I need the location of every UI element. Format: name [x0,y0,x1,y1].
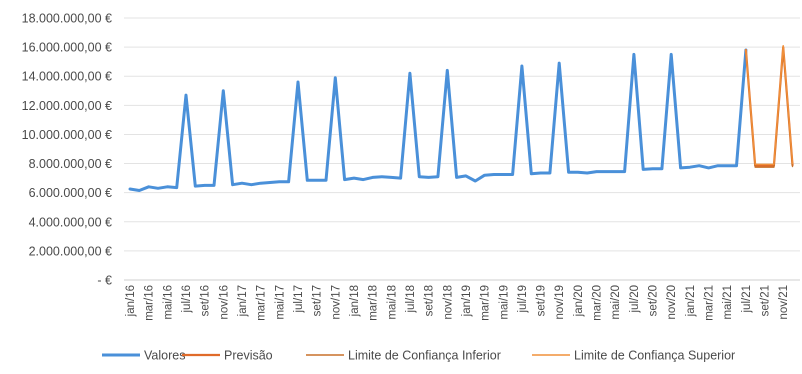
x-tick-label: mar/16 [144,285,156,321]
x-tick-label: jul/18 [405,285,417,314]
legend-label: Valores [144,349,185,363]
x-tick-label: set/19 [536,285,548,316]
x-tick-label: mai/19 [498,285,510,320]
x-tick-label: nov/16 [218,285,230,320]
x-tick-label: jan/20 [573,285,585,317]
y-tick-label: 12.000.000,00 € [22,99,112,113]
x-tick-label: jan/21 [685,285,697,317]
gridlines [124,17,800,252]
x-tick-label: nov/21 [778,285,790,320]
x-tick-label: mar/18 [368,285,380,321]
legend-label: Limite de Confiança Superior [574,349,735,363]
x-axis-ticks: jan/16 mar/16 mai/16 jul/16 set/16 nov/16 jan/… [125,285,790,321]
x-tick-label: jan/17 [237,285,249,317]
y-tick-label: 2.000.000,00 € [29,244,112,258]
y-tick-label: 10.000.000,00 € [22,128,112,142]
x-tick-label: mai/21 [722,285,734,320]
legend-label: Previsão [224,349,273,363]
y-axis-ticks: - € 2.000.000,00 € 4.000.000,00 € 6.000.000… [22,12,112,288]
x-tick-label: mar/19 [480,285,492,321]
x-tick-label: jul/17 [293,285,305,314]
x-tick-label: mar/20 [592,285,604,321]
x-tick-label: set/20 [648,285,660,316]
x-tick-label: jan/18 [349,285,361,317]
x-tick-label: nov/20 [666,285,678,320]
y-tick-label: 4.000.000,00 € [29,215,112,229]
x-tick-label: set/21 [760,285,772,316]
series-line-valores [128,48,748,192]
x-tick-label: set/17 [312,285,324,316]
y-tick-label: 16.000.000,00 € [22,41,112,55]
legend: Valores Previsão Limite de Confiança Infer… [102,349,735,363]
x-tick-label: mai/18 [386,285,398,320]
x-tick-label: nov/18 [442,285,454,320]
series-line-previsao [744,46,794,167]
series-line-limite-de-confianca-superior [745,45,794,165]
x-tick-label: jan/19 [461,285,473,317]
x-tick-label: mai/20 [610,285,622,320]
y-tick-label: 18.000.000,00 € [22,12,112,26]
series-lines [128,45,794,192]
x-tick-label: mai/17 [274,285,286,320]
x-tick-label: jul/16 [181,285,193,314]
x-tick-label: jul/20 [629,285,641,314]
x-tick-label: nov/19 [554,285,566,320]
x-tick-label: set/16 [200,285,212,316]
y-tick-label: 8.000.000,00 € [29,157,112,171]
legend-label: Limite de Confiança Inferior [348,349,501,363]
x-tick-label: nov/17 [330,285,342,320]
x-tick-label: set/18 [424,285,436,316]
x-tick-label: mar/21 [704,285,716,321]
x-tick-label: jul/19 [517,285,529,314]
y-tick-label: 6.000.000,00 € [29,186,112,200]
x-tick-label: mai/16 [162,285,174,320]
y-tick-label: 14.000.000,00 € [22,70,112,84]
y-tick-label: - € [97,274,112,288]
x-tick-label: jan/16 [125,285,137,317]
x-tick-label: jul/21 [741,285,753,314]
x-tick-label: mar/17 [256,285,268,321]
